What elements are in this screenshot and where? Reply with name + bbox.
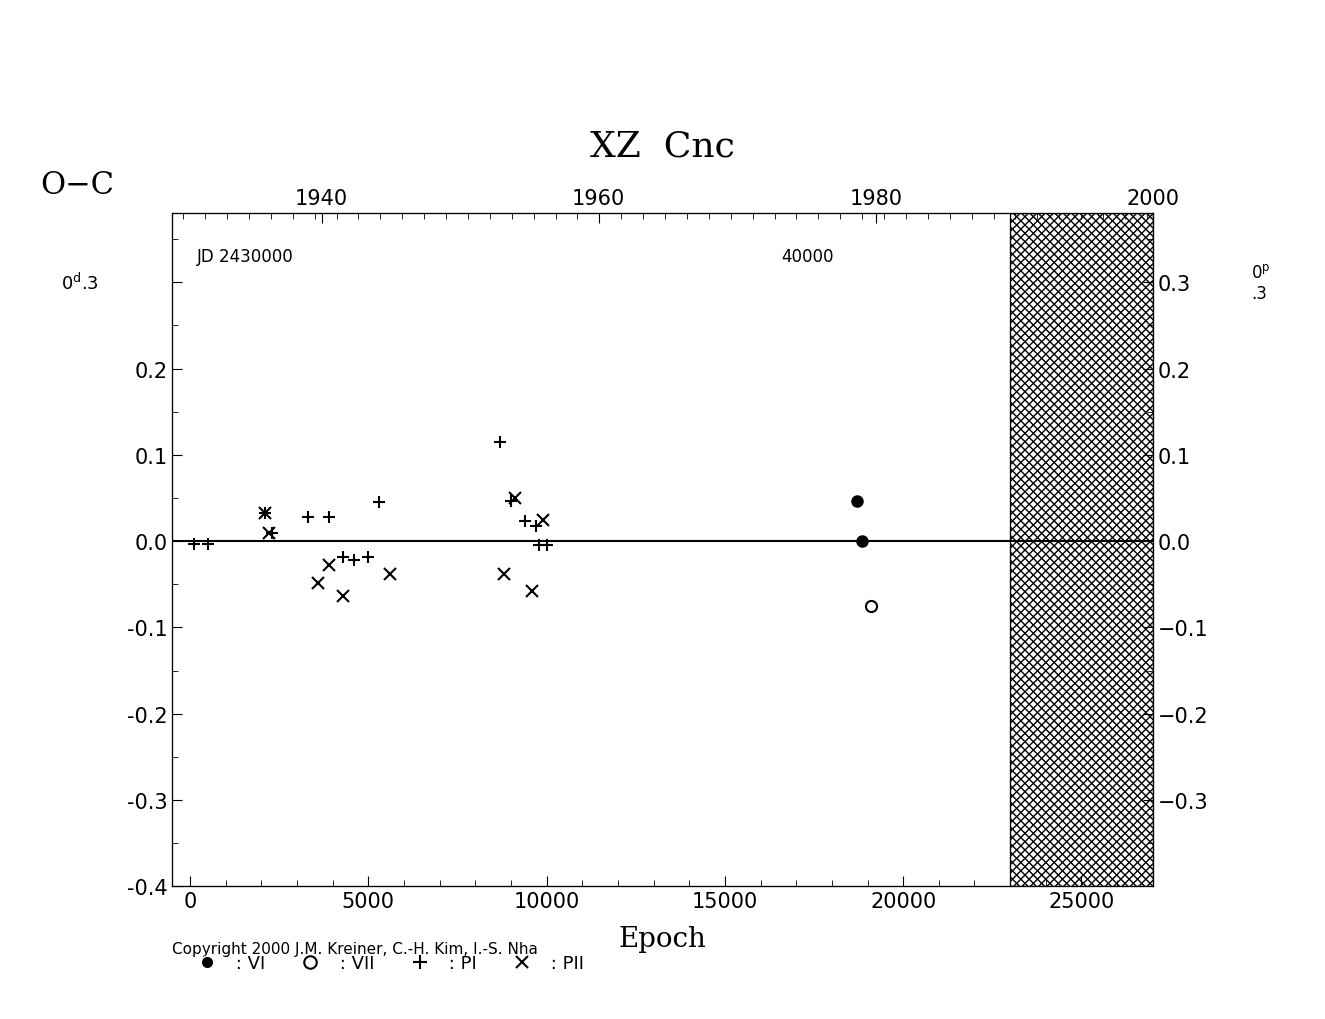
Text: $0^{\rm d}$.3: $0^{\rm d}$.3: [61, 272, 98, 293]
Text: $0^{\rm p}$
.3: $0^{\rm p}$ .3: [1251, 264, 1271, 303]
Bar: [1010, 214, 1153, 887]
Text: 40000: 40000: [782, 248, 833, 266]
Bar: [1010, 214, 1153, 887]
Text: O−C: O−C: [40, 169, 114, 201]
Text: XZ  Cnc: XZ Cnc: [590, 129, 735, 163]
Legend:  : VI,  : VII,  : PI,  : PII: : VI, : VII, : PI, : PII: [182, 947, 591, 979]
Text: Copyright 2000 J.M. Kreiner, C.-H. Kim, I.-S. Nha: Copyright 2000 J.M. Kreiner, C.-H. Kim, …: [172, 941, 538, 956]
Text: JD 2430000: JD 2430000: [197, 248, 294, 266]
X-axis label: Epoch: Epoch: [619, 925, 706, 952]
